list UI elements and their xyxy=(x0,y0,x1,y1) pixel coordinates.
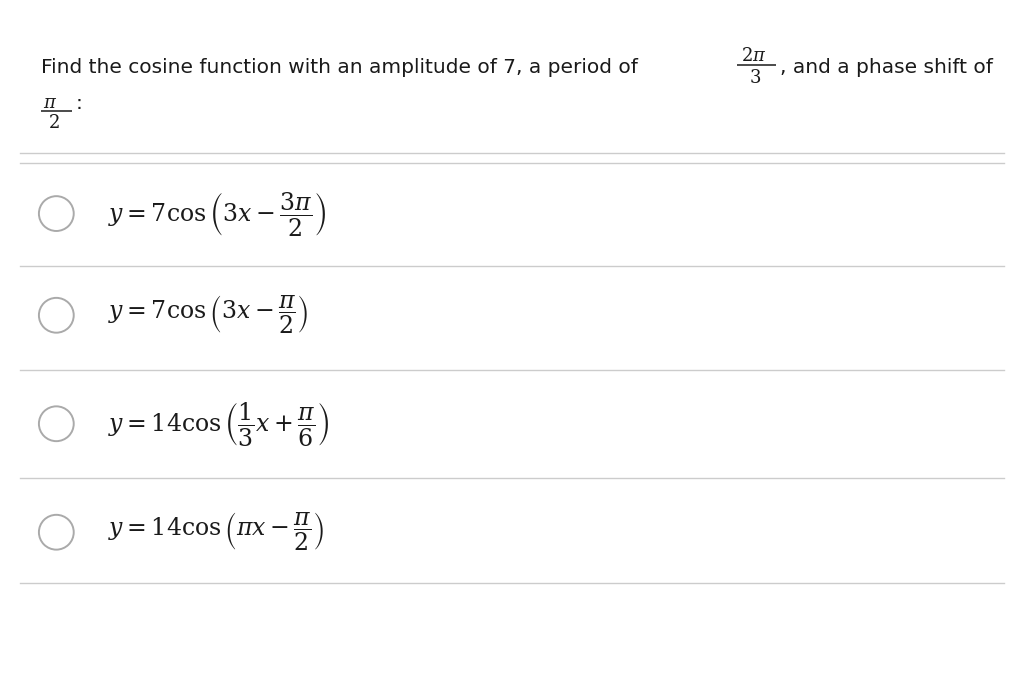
Text: Find the cosine function with an amplitude of 7, a period of: Find the cosine function with an amplitu… xyxy=(41,58,638,77)
Text: $y = 14 \cos \left( \pi x - \dfrac{\pi}{2} \right)$: $y = 14 \cos \left( \pi x - \dfrac{\pi}{… xyxy=(108,511,324,553)
Text: $y = 14 \cos \left( \dfrac{1}{3}x + \dfrac{\pi}{6} \right)$: $y = 14 \cos \left( \dfrac{1}{3}x + \dfr… xyxy=(108,400,329,447)
Text: $y = 7 \cos \left( 3x - \dfrac{\pi}{2} \right)$: $y = 7 \cos \left( 3x - \dfrac{\pi}{2} \… xyxy=(108,294,308,336)
Text: $\pi$: $\pi$ xyxy=(43,94,57,112)
Text: , and a phase shift of: , and a phase shift of xyxy=(780,58,993,77)
Text: $3$: $3$ xyxy=(749,69,761,87)
Text: $2$: $2$ xyxy=(48,114,59,132)
Text: :: : xyxy=(76,94,83,113)
Text: $y = 7 \cos \left( 3x - \dfrac{3\pi}{2} \right)$: $y = 7 \cos \left( 3x - \dfrac{3\pi}{2} … xyxy=(108,190,326,237)
Text: $2\pi$: $2\pi$ xyxy=(741,47,767,66)
